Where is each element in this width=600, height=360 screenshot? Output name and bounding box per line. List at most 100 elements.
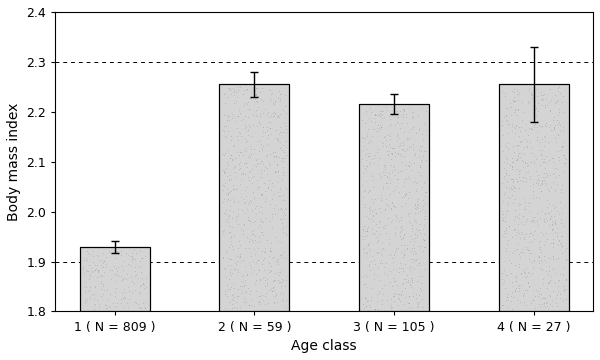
Point xyxy=(223,262,232,267)
Point xyxy=(386,150,396,156)
Point xyxy=(498,211,508,217)
Point xyxy=(397,194,407,200)
Point xyxy=(370,113,380,118)
Point xyxy=(268,183,278,189)
Point xyxy=(406,256,416,262)
Point xyxy=(363,126,373,131)
Point xyxy=(526,126,536,132)
Point xyxy=(546,213,556,219)
Point xyxy=(523,162,533,168)
Point xyxy=(529,219,539,225)
Point xyxy=(236,290,245,296)
Point xyxy=(410,219,420,224)
Point xyxy=(395,125,405,131)
Point xyxy=(247,95,256,101)
Point xyxy=(86,271,95,277)
Point xyxy=(554,154,563,160)
Point xyxy=(526,90,536,96)
Point xyxy=(368,212,378,218)
Point xyxy=(262,141,272,147)
Point xyxy=(500,90,510,96)
Point xyxy=(88,248,98,253)
Point xyxy=(221,218,231,224)
Point xyxy=(554,85,563,90)
Point xyxy=(502,297,511,303)
Point xyxy=(248,122,258,128)
Point xyxy=(80,289,89,295)
Point xyxy=(238,283,247,289)
Point xyxy=(244,245,254,251)
Point xyxy=(96,272,106,278)
Point xyxy=(408,109,418,115)
Point xyxy=(242,161,251,166)
Point xyxy=(358,163,367,169)
Point xyxy=(500,258,510,264)
Point xyxy=(524,203,534,209)
Point xyxy=(542,204,552,210)
Point xyxy=(399,194,409,200)
Point xyxy=(225,203,235,208)
Point xyxy=(505,185,514,190)
Point xyxy=(280,155,289,161)
Bar xyxy=(80,247,149,311)
Point xyxy=(264,143,274,148)
Point xyxy=(377,112,387,118)
Point xyxy=(385,279,394,285)
Point xyxy=(123,261,133,266)
Point xyxy=(237,273,247,279)
Point xyxy=(514,166,523,172)
Point xyxy=(245,218,254,224)
Point xyxy=(239,147,249,152)
Point xyxy=(270,168,280,174)
Point xyxy=(239,221,249,226)
Point xyxy=(242,206,252,211)
Point xyxy=(238,152,248,158)
Bar xyxy=(359,104,429,311)
Point xyxy=(226,273,235,278)
Point xyxy=(232,217,241,223)
Point xyxy=(415,162,425,168)
Point xyxy=(396,113,406,119)
Point xyxy=(541,123,551,129)
Point xyxy=(244,107,254,112)
Point xyxy=(535,195,544,201)
Point xyxy=(263,132,273,138)
Point xyxy=(233,221,243,227)
Point xyxy=(396,236,406,242)
Point xyxy=(387,284,397,289)
Point xyxy=(258,125,268,130)
Point xyxy=(369,271,379,276)
Point xyxy=(281,277,290,283)
Point xyxy=(560,286,570,292)
Point xyxy=(414,228,424,233)
Point xyxy=(365,138,374,143)
Point xyxy=(277,155,287,161)
Point xyxy=(393,121,403,126)
Point xyxy=(418,248,427,254)
Point xyxy=(249,246,259,252)
Point xyxy=(270,270,280,275)
Point xyxy=(409,246,418,251)
Point xyxy=(501,226,511,231)
Point xyxy=(510,98,520,104)
Point xyxy=(275,269,284,275)
Point xyxy=(381,138,391,143)
Point xyxy=(538,147,547,153)
Point xyxy=(239,195,249,201)
Point xyxy=(406,304,415,310)
Point xyxy=(243,217,253,223)
Point xyxy=(269,205,279,211)
Point xyxy=(366,216,376,222)
Point xyxy=(370,306,379,311)
Point xyxy=(271,258,280,264)
Point xyxy=(536,188,545,194)
Point xyxy=(255,137,265,143)
Point xyxy=(257,85,266,90)
Point xyxy=(256,218,265,224)
Point xyxy=(245,302,254,307)
Point xyxy=(374,277,384,283)
Point xyxy=(374,249,383,255)
Point xyxy=(373,237,383,243)
Point xyxy=(252,85,262,90)
Point xyxy=(243,127,253,133)
